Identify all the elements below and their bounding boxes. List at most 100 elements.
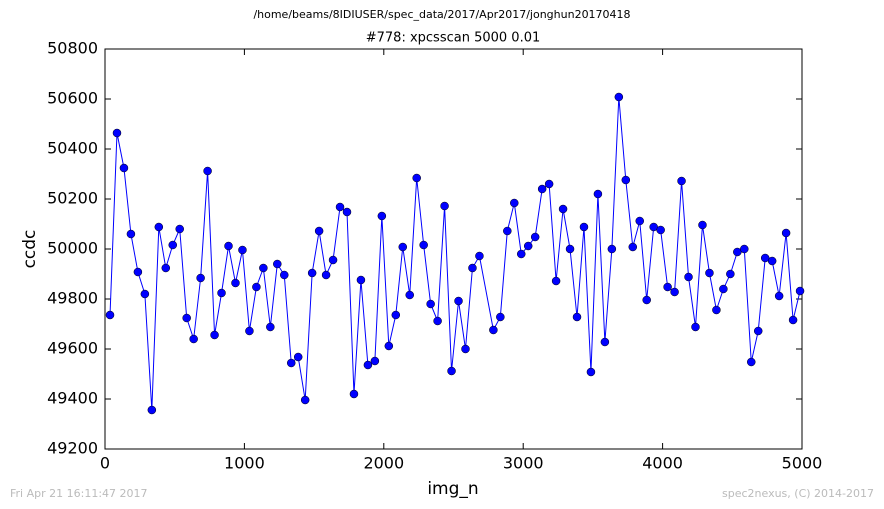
data-point bbox=[203, 166, 212, 176]
x-tick-label: 3000 bbox=[503, 454, 544, 473]
data-point bbox=[293, 352, 303, 362]
data-point bbox=[224, 241, 233, 251]
data-point bbox=[503, 226, 512, 236]
data-point bbox=[314, 226, 324, 236]
data-point bbox=[259, 263, 268, 273]
data-point bbox=[286, 358, 296, 368]
data-point bbox=[489, 325, 498, 335]
data-point bbox=[335, 202, 345, 212]
y-tick-label: 50000 bbox=[47, 239, 98, 258]
data-point bbox=[398, 242, 408, 252]
data-point bbox=[774, 291, 784, 301]
data-point bbox=[245, 326, 254, 336]
data-point bbox=[691, 322, 700, 332]
data-point bbox=[196, 273, 205, 283]
data-point bbox=[516, 249, 526, 259]
data-point bbox=[551, 276, 561, 286]
data-point bbox=[795, 286, 805, 296]
data-point bbox=[356, 275, 366, 285]
data-point bbox=[614, 92, 624, 102]
data-point bbox=[544, 179, 554, 189]
x-axis-label: img_n bbox=[427, 479, 478, 499]
data-point bbox=[412, 173, 421, 183]
data-point bbox=[705, 268, 714, 278]
data-point bbox=[461, 344, 470, 354]
data-point bbox=[607, 244, 617, 254]
data-point bbox=[719, 284, 728, 294]
data-point bbox=[119, 163, 129, 173]
data-point bbox=[698, 220, 707, 230]
data-point bbox=[370, 356, 380, 366]
footer-right: spec2nexus, (C) 2014-2017 bbox=[722, 487, 874, 500]
data-point bbox=[342, 207, 352, 217]
data-point bbox=[440, 201, 449, 211]
data-point bbox=[600, 337, 610, 347]
data-point bbox=[767, 256, 777, 266]
data-point bbox=[168, 240, 177, 250]
data-point bbox=[126, 229, 136, 239]
data-point bbox=[656, 225, 665, 235]
y-tick-label: 50400 bbox=[47, 139, 98, 158]
data-point bbox=[231, 278, 240, 288]
data-point bbox=[684, 272, 693, 282]
footer-left: Fri Apr 21 16:11:47 2017 bbox=[10, 487, 148, 500]
suptitle: /home/beams/8IDIUSER/spec_data/2017/Apr2… bbox=[253, 8, 630, 21]
data-point bbox=[642, 295, 651, 305]
data-point bbox=[384, 341, 394, 351]
data-point bbox=[426, 299, 435, 309]
data-point bbox=[307, 268, 317, 278]
data-point bbox=[740, 244, 749, 254]
data-point bbox=[781, 228, 791, 238]
y-tick-label: 49800 bbox=[47, 289, 98, 308]
data-point bbox=[280, 270, 289, 280]
x-tick-label: 1000 bbox=[224, 454, 265, 473]
data-point bbox=[175, 224, 184, 234]
data-point bbox=[391, 310, 401, 320]
data-point bbox=[621, 175, 631, 185]
data-point bbox=[112, 128, 122, 138]
data-point bbox=[747, 357, 756, 367]
data-point bbox=[496, 312, 505, 322]
data-point bbox=[252, 282, 261, 292]
chart-title: #778: xpcsscan 5000 0.01 bbox=[366, 31, 541, 46]
data-point bbox=[238, 245, 247, 255]
data-point bbox=[593, 189, 603, 199]
data-point bbox=[105, 310, 115, 320]
data-point bbox=[273, 259, 282, 269]
data-point bbox=[523, 241, 533, 251]
data-point bbox=[405, 290, 414, 300]
y-tick-label: 50800 bbox=[47, 39, 98, 58]
x-tick-label: 4000 bbox=[642, 454, 683, 473]
data-point bbox=[565, 244, 575, 254]
data-point bbox=[363, 360, 373, 370]
data-point bbox=[454, 296, 463, 306]
data-point bbox=[628, 242, 638, 252]
y-tick-label: 49400 bbox=[47, 389, 98, 408]
data-point bbox=[572, 312, 582, 322]
data-point bbox=[712, 305, 721, 315]
data-point bbox=[189, 334, 198, 344]
y-tick-label: 50600 bbox=[47, 89, 98, 108]
data-point bbox=[558, 204, 568, 214]
y-axis-label: ccdc bbox=[20, 230, 40, 269]
x-tick-label: 2000 bbox=[363, 454, 404, 473]
data-point bbox=[635, 216, 644, 226]
data-line bbox=[109, 96, 801, 411]
data-point bbox=[133, 267, 143, 277]
data-point bbox=[468, 263, 477, 273]
data-point bbox=[677, 176, 686, 186]
data-point bbox=[377, 211, 387, 221]
x-tick-label: 0 bbox=[100, 454, 110, 473]
data-point bbox=[300, 395, 310, 405]
y-tick-label: 49600 bbox=[47, 339, 98, 358]
data-point bbox=[447, 366, 456, 376]
data-point bbox=[530, 232, 540, 242]
y-tick-label: 50200 bbox=[47, 189, 98, 208]
data-point bbox=[753, 326, 763, 336]
data-point bbox=[586, 367, 596, 377]
data-point bbox=[419, 240, 428, 250]
x-tick-label: 5000 bbox=[782, 454, 823, 473]
data-point bbox=[182, 313, 191, 323]
